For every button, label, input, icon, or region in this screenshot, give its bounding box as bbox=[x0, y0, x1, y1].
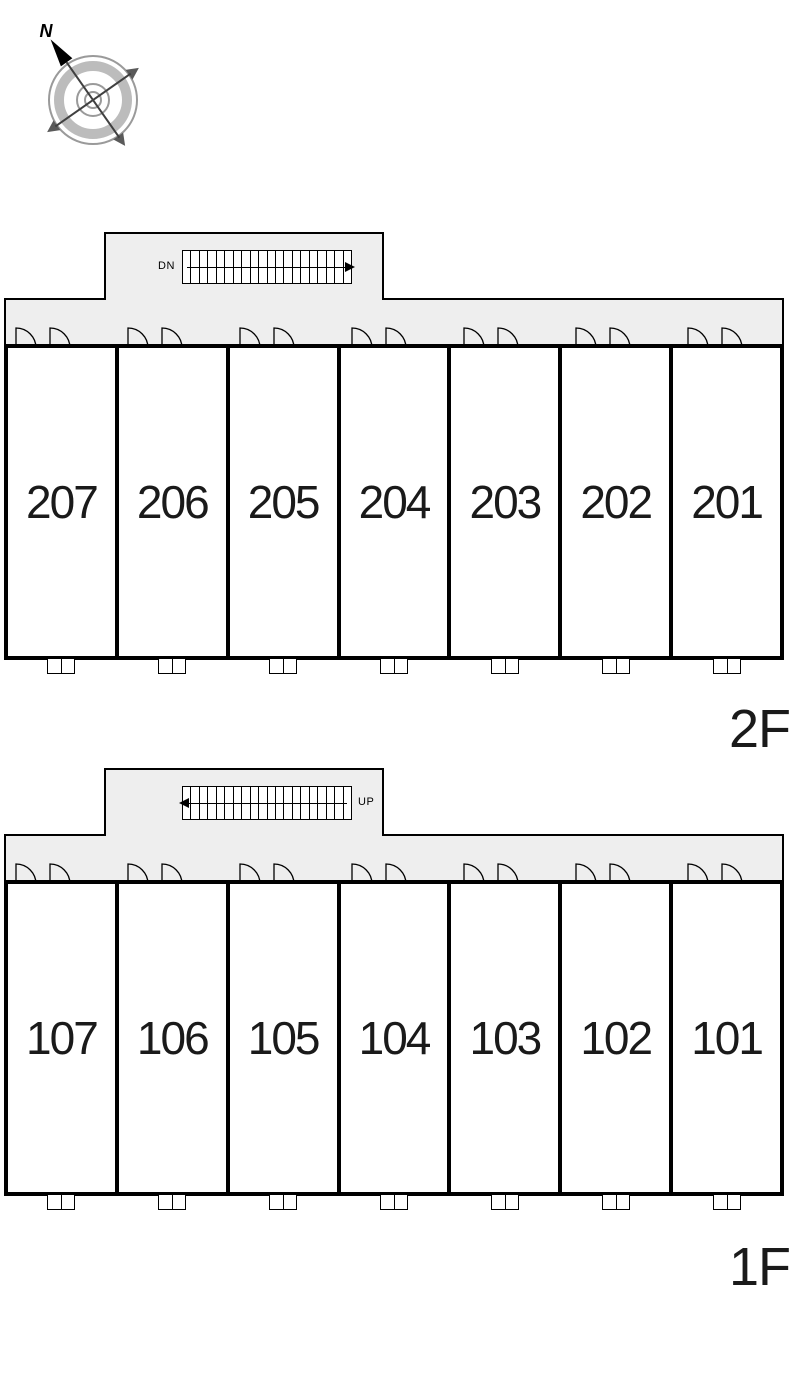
room-104: 104 bbox=[341, 884, 452, 1192]
doors-1f bbox=[6, 836, 786, 886]
stair-label-1f: UP bbox=[358, 796, 374, 808]
svg-text:N: N bbox=[39, 21, 53, 41]
room-number: 101 bbox=[691, 1011, 762, 1065]
room-number: 203 bbox=[469, 475, 540, 529]
floor-label-2f: 2F bbox=[729, 698, 790, 760]
balcony-icon bbox=[602, 658, 630, 674]
room-number: 204 bbox=[359, 475, 430, 529]
room-206: 206 bbox=[119, 348, 230, 656]
rooms-row-2f: 207 206 205 204 203 202 201 bbox=[4, 344, 784, 660]
balcony-icon bbox=[491, 1194, 519, 1210]
room-number: 206 bbox=[137, 475, 208, 529]
staircase-1f bbox=[182, 786, 352, 820]
room-107: 107 bbox=[4, 884, 119, 1192]
stair-box-1f: UP bbox=[104, 768, 384, 836]
room-101: 101 bbox=[673, 884, 784, 1192]
balcony-icon bbox=[380, 658, 408, 674]
room-number: 103 bbox=[469, 1011, 540, 1065]
room-204: 204 bbox=[341, 348, 452, 656]
balcony-icon bbox=[491, 658, 519, 674]
room-number: 201 bbox=[691, 475, 762, 529]
room-number: 107 bbox=[26, 1011, 97, 1065]
stair-box-2f: DN bbox=[104, 232, 384, 300]
room-203: 203 bbox=[451, 348, 562, 656]
room-number: 205 bbox=[248, 475, 319, 529]
balcony-icon bbox=[713, 658, 741, 674]
room-202: 202 bbox=[562, 348, 673, 656]
corridor-1f bbox=[4, 834, 784, 884]
room-number: 202 bbox=[580, 475, 651, 529]
room-number: 105 bbox=[248, 1011, 319, 1065]
room-205: 205 bbox=[230, 348, 341, 656]
arrow-right-icon bbox=[345, 262, 355, 272]
floorplan-canvas: N DN bbox=[0, 0, 800, 1373]
balcony-icon bbox=[269, 1194, 297, 1210]
stair-label-2f: DN bbox=[158, 260, 175, 272]
room-number: 207 bbox=[26, 475, 97, 529]
balcony-icon bbox=[380, 1194, 408, 1210]
floor-label-1f: 1F bbox=[729, 1236, 790, 1298]
room-number: 106 bbox=[137, 1011, 208, 1065]
balcony-icon bbox=[269, 658, 297, 674]
balcony-icon bbox=[713, 1194, 741, 1210]
arrow-left-icon bbox=[179, 798, 189, 808]
balcony-icon bbox=[158, 1194, 186, 1210]
room-number: 102 bbox=[580, 1011, 651, 1065]
room-201: 201 bbox=[673, 348, 784, 656]
corridor-2f bbox=[4, 298, 784, 348]
doors-2f bbox=[6, 300, 786, 350]
room-106: 106 bbox=[119, 884, 230, 1192]
compass-rose: N bbox=[18, 8, 168, 173]
room-103: 103 bbox=[451, 884, 562, 1192]
balcony-icon bbox=[47, 658, 75, 674]
room-105: 105 bbox=[230, 884, 341, 1192]
balcony-icon bbox=[47, 1194, 75, 1210]
balcony-icon bbox=[602, 1194, 630, 1210]
room-number: 104 bbox=[359, 1011, 430, 1065]
staircase-2f bbox=[182, 250, 352, 284]
rooms-row-1f: 107 106 105 104 103 102 101 bbox=[4, 880, 784, 1196]
balcony-icon bbox=[158, 658, 186, 674]
room-207: 207 bbox=[4, 348, 119, 656]
room-102: 102 bbox=[562, 884, 673, 1192]
